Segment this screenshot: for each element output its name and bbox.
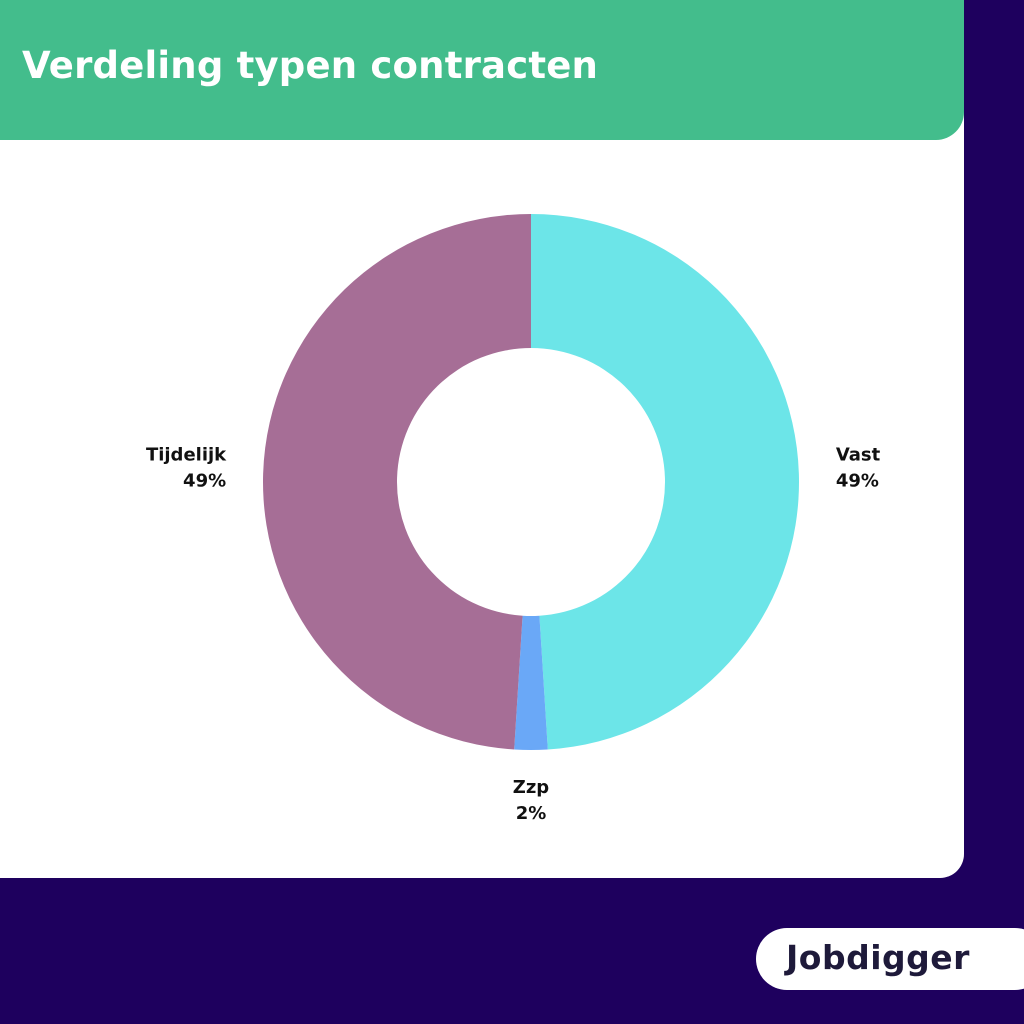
- header-bar: Verdeling typen contracten: [0, 0, 964, 140]
- slice-vast: [531, 214, 800, 750]
- chart-card: Verdeling typen contracten Vast 49% Zzp 2% T…: [0, 0, 964, 878]
- slice-tijdelijk: [262, 214, 531, 750]
- label-tijdelijk: Tijdelijk 49%: [146, 444, 227, 491]
- chart-title: Verdeling typen contracten: [22, 44, 599, 87]
- label-zzp: Zzp 2%: [513, 777, 550, 824]
- jobdigger-logo: Jobdigger: [756, 928, 1024, 990]
- slice-name-zzp: Zzp: [513, 777, 550, 798]
- slice-name-tijdelijk: Tijdelijk: [146, 444, 227, 465]
- donut-chart: Vast 49% Zzp 2% Tijdelijk 49%: [146, 214, 881, 824]
- slice-percent-vast: 49%: [836, 470, 879, 491]
- slice-zzp: [514, 615, 548, 750]
- label-vast: Vast 49%: [836, 444, 881, 491]
- slice-percent-zzp: 2%: [516, 803, 547, 824]
- slice-percent-tijdelijk: 49%: [183, 470, 226, 491]
- logo-text: Jobdigger: [786, 938, 970, 977]
- slice-name-vast: Vast: [836, 444, 881, 465]
